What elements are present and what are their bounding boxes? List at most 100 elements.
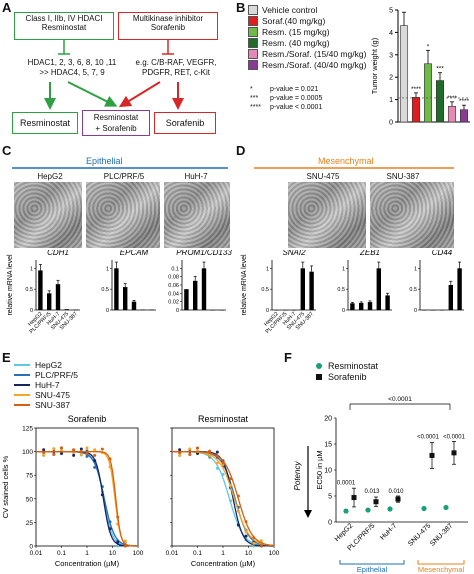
y-tick-label: 0 (342, 308, 345, 314)
data-point (236, 494, 240, 498)
out-resminostat-box: Resminostat (12, 112, 78, 134)
panel-label-d: D (236, 143, 246, 158)
data-point (60, 451, 63, 455)
y-tick-label: 1 (106, 266, 109, 272)
data-point (443, 504, 449, 511)
dose-response-curve (36, 450, 139, 547)
legend-item: Soraf.(40 mg/kg) (248, 15, 366, 26)
epithelial-bracket (339, 560, 405, 565)
bar (184, 289, 189, 310)
data-point (85, 454, 89, 458)
panel-label-e: E (2, 350, 11, 365)
bar (431, 310, 436, 311)
data-point (236, 523, 240, 527)
micrograph-hepg2 (14, 182, 82, 248)
category-label: HuH-7 (379, 522, 398, 541)
bar (422, 310, 427, 311)
cell-line-label: PLC/PRF/5 (103, 172, 145, 181)
data-point (178, 448, 182, 452)
epithelial-group-label: Epithelial (357, 565, 388, 574)
panel-a-arrows (44, 40, 184, 110)
mesenchymal-header: Mesenchymal (318, 156, 374, 166)
kinase-targets: e.g. C/B-RAF, VEGFR, PDGFR, RET, c-Kit (135, 58, 217, 77)
data-point (108, 520, 112, 524)
data-point (116, 515, 120, 519)
plot-frame (35, 427, 139, 547)
legend-swatch (14, 394, 30, 396)
data-point (421, 505, 427, 512)
dose-response-curve (36, 450, 138, 547)
x-tick-label: 0.1 (193, 550, 202, 557)
data-point (85, 446, 89, 450)
significance-mark: **** (411, 86, 422, 93)
y-tick-label: 0 (389, 120, 393, 127)
legend-swatch (14, 384, 30, 386)
micrograph-snu475 (288, 182, 366, 248)
data-point (244, 520, 248, 524)
gene-title: ZEB1 (359, 250, 380, 257)
mesenchymal-mrna-charts: relative mRNA levelSNAI200.51HepG2PLC/PR… (241, 250, 464, 335)
dose-response-curve (172, 450, 275, 547)
bar (193, 280, 198, 310)
y-tick-label: 3 (389, 52, 393, 59)
bar (210, 310, 215, 311)
legend-item: Vehicle control (248, 4, 366, 15)
legend-item: Resm./Soraf. (15/40 mg/kg) (248, 48, 366, 59)
data-point (79, 452, 83, 456)
bar (291, 310, 297, 311)
y-tick-label: 0 (414, 308, 417, 314)
legend-label: HuH-7 (35, 380, 60, 390)
p-value-annotation: <0.0001 (417, 434, 440, 440)
y-tick-label: 25 (26, 520, 34, 527)
data-point (72, 448, 76, 452)
legend-label: Sorafenib (328, 371, 367, 382)
bar (114, 268, 119, 310)
bar (274, 310, 279, 311)
legend-label: SNU-475 (35, 390, 70, 400)
micrograph-plc (86, 182, 160, 248)
data-point (196, 446, 199, 450)
y-tick-label: 1 (389, 97, 393, 104)
legend-swatch (248, 59, 258, 70)
data-point (60, 446, 63, 450)
data-point (215, 466, 219, 470)
data-point (93, 453, 97, 457)
data-point (259, 539, 263, 543)
data-point (373, 499, 379, 505)
y-tick-label: 0.5 (409, 287, 417, 293)
category-label: SNU-387 (429, 522, 454, 547)
data-point (252, 536, 256, 540)
bar (447, 106, 457, 123)
out-sorafenib-box: Sorafenib (154, 112, 216, 134)
legend-swatch (14, 374, 30, 376)
legend-swatch (248, 26, 258, 37)
data-point (208, 449, 212, 453)
pvalue-text: p-value = 0.021 (270, 86, 319, 93)
bar (376, 268, 381, 310)
legend-item: Resm. (40 mg/kg) (248, 37, 366, 48)
data-point (252, 541, 256, 545)
data-point (85, 451, 89, 455)
data-point (221, 461, 225, 465)
data-point (351, 495, 357, 501)
legend-swatch (248, 15, 258, 26)
x-axis-label: Concentration (µM) (55, 559, 120, 568)
legend-label: HepG2 (35, 360, 62, 370)
y-tick-label: 1 (266, 266, 269, 272)
x-tick-label: 0.01 (166, 550, 179, 557)
cell-line-label: SNU-387 (386, 172, 420, 181)
y-tick-label: 1 (342, 266, 345, 272)
y-tick-label: 0 (266, 308, 269, 314)
data-point (93, 459, 97, 463)
plot-frame (171, 427, 275, 547)
legend-swatch (14, 364, 30, 366)
y-axis-label: Tumor weight (g) (370, 37, 379, 94)
cell-line-label: HuH-7 (184, 172, 208, 181)
data-point (188, 453, 192, 457)
y-tick-label: 0 (328, 520, 332, 527)
data-point (387, 506, 393, 512)
bar (123, 287, 128, 310)
legend-label: Vehicle control (262, 4, 318, 15)
data-point (208, 454, 212, 458)
pvalue-symbol: **** (250, 104, 261, 111)
